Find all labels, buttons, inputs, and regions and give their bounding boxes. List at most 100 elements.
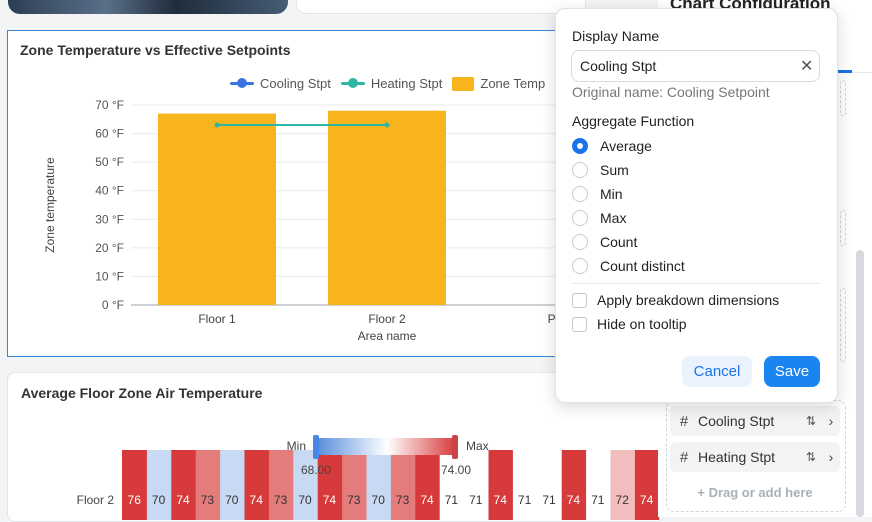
radio-label: Sum (600, 162, 629, 178)
x-axis-label: Area name (358, 329, 417, 343)
heatmap-cell (634, 450, 660, 520)
display-name-input[interactable] (571, 50, 820, 82)
legend-label: Zone Temp (480, 76, 546, 91)
radio-unchecked-icon[interactable] (572, 210, 588, 226)
chevron-right-icon[interactable]: › (828, 413, 834, 429)
checkbox-label: Hide on tooltip (597, 316, 687, 332)
radio-max[interactable]: Max (572, 210, 626, 226)
heatmap-cell (146, 450, 172, 520)
heatmap-cell-label: 70 (298, 493, 312, 507)
chevron-right-icon[interactable]: › (828, 449, 834, 465)
legend-item-cooling[interactable]: Cooling Stpt (230, 76, 331, 91)
radio-label: Min (600, 186, 623, 202)
heatmap-cell-label: 70 (225, 493, 239, 507)
drag-or-add-here[interactable]: + Drag or add here (697, 485, 813, 500)
radio-count-distinct[interactable]: Count distinct (572, 258, 685, 274)
heatmap-cell (463, 450, 489, 520)
line-point (214, 122, 220, 128)
checkbox-hide-on-tooltip[interactable]: Hide on tooltip (572, 316, 687, 332)
scrollbar[interactable] (856, 250, 864, 517)
checkbox-icon[interactable] (572, 292, 587, 308)
heatmap-cell-label: 70 (372, 493, 386, 507)
save-button[interactable]: Save (764, 356, 820, 387)
heatmap-cell (390, 450, 416, 520)
dashboard-thumbnail-image (8, 0, 288, 14)
zone-temp-bar-chart: 70 °F 60 °F 50 °F 40 °F 30 °F 20 °F 10 °F 0 °F Z… (43, 98, 580, 343)
heatmap-cell (317, 450, 343, 520)
sort-icon[interactable]: ⇅ (805, 450, 817, 464)
sort-icon[interactable]: ⇅ (805, 414, 817, 428)
zone-temp-chart-card[interactable] (7, 30, 587, 357)
box-swatch-icon (452, 76, 475, 91)
heatmap-cell-label: 74 (323, 493, 337, 507)
radio-unchecked-icon[interactable] (572, 162, 588, 178)
y-tick-label: 40 °F (95, 184, 124, 198)
legend-item-zone-temp[interactable]: Zone Temp (452, 76, 545, 91)
clear-icon[interactable]: ✕ (800, 58, 814, 75)
radio-unchecked-icon[interactable] (572, 258, 588, 274)
y-tick-label: 30 °F (95, 212, 124, 226)
heatmap-cell-label: 71 (445, 493, 459, 507)
field-chip-cooling-stpt[interactable]: # Cooling Stpt ⇅ › (670, 406, 840, 436)
radio-unchecked-icon[interactable] (572, 186, 588, 202)
chart-legend: Cooling Stpt Heating Stpt Zone Temp (230, 76, 545, 91)
bar-zone-temp (328, 110, 446, 305)
chart-title: Zone Temperature vs Effective Setpoints (20, 42, 291, 58)
heatmap-cell-label: 76 (128, 493, 142, 507)
gradient-min-value: 68.00 (301, 463, 331, 477)
heatmap-cell-label: 74 (640, 493, 654, 507)
heatmap-cell (512, 450, 538, 520)
heatmap-cell (536, 450, 562, 520)
heatmap-cell (122, 450, 147, 520)
field-label: Cooling Stpt (698, 413, 775, 429)
heatmap-cell (439, 450, 465, 520)
checkbox-label: Apply breakdown dimensions (597, 292, 780, 308)
heatmap-cell-label: 74 (494, 493, 508, 507)
dropzone[interactable] (840, 80, 846, 116)
heatmap-cell (585, 450, 611, 520)
radio-label: Count (600, 234, 638, 250)
legend-item-heating[interactable]: Heating Stpt (340, 76, 442, 91)
original-name-text: Original name: Cooling Setpoint (572, 84, 770, 100)
checkbox-icon[interactable] (572, 316, 587, 332)
heatmap-cell-label: 71 (542, 493, 556, 507)
heatmap-cell (366, 450, 391, 520)
y-tick-label: 20 °F (95, 241, 124, 255)
radio-checked-icon[interactable] (572, 138, 588, 154)
radio-label: Max (600, 210, 627, 226)
field-settings-popover: Display Name ✕ Original name: Cooling Se… (555, 8, 838, 403)
heatmap-row-label: Floor 2 (77, 493, 115, 507)
heatmap-cell (195, 450, 221, 520)
dropzone[interactable] (840, 210, 846, 246)
field-chip-heating-stpt[interactable]: # Heating Stpt ⇅ › (670, 442, 840, 472)
heatmap-title: Average Floor Zone Air Temperature (21, 385, 263, 401)
line-swatch-icon (340, 78, 365, 88)
y-tick-label: 60 °F (95, 127, 124, 141)
heatmap-cell (170, 450, 196, 520)
divider (572, 283, 820, 284)
field-label: Heating Stpt (698, 449, 776, 465)
heatmap-cell (414, 450, 440, 520)
heatmap-chart: Min Max 68.00 74.00 Floor 2 76 70 74 73 70 74 73 70 7… (77, 435, 660, 520)
gradient-min-handle (313, 435, 319, 459)
heatmap-cell (268, 450, 294, 520)
y-tick-label: 50 °F (95, 155, 124, 169)
y-axis-label: Zone temperature (43, 157, 57, 253)
bar-zone-temp (158, 113, 276, 305)
checkbox-apply-breakdown[interactable]: Apply breakdown dimensions (572, 292, 779, 308)
heatmap-cell-label: 71 (518, 493, 532, 507)
top-card (296, 0, 586, 14)
radio-sum[interactable]: Sum (572, 162, 629, 178)
dropzone[interactable] (840, 288, 846, 362)
radio-unchecked-icon[interactable] (572, 234, 588, 250)
heatmap-cell-label: 74 (420, 493, 434, 507)
cancel-button[interactable]: Cancel (682, 356, 752, 387)
radio-average[interactable]: Average (572, 138, 652, 154)
radio-min[interactable]: Min (572, 186, 623, 202)
heatmap-cell (219, 450, 245, 520)
number-field-icon: # (679, 448, 689, 466)
radio-count[interactable]: Count (572, 234, 637, 250)
heatmap-cell-label: 73 (274, 493, 288, 507)
heatmap-cell-label: 73 (347, 493, 361, 507)
heatmap-cell (610, 450, 635, 520)
